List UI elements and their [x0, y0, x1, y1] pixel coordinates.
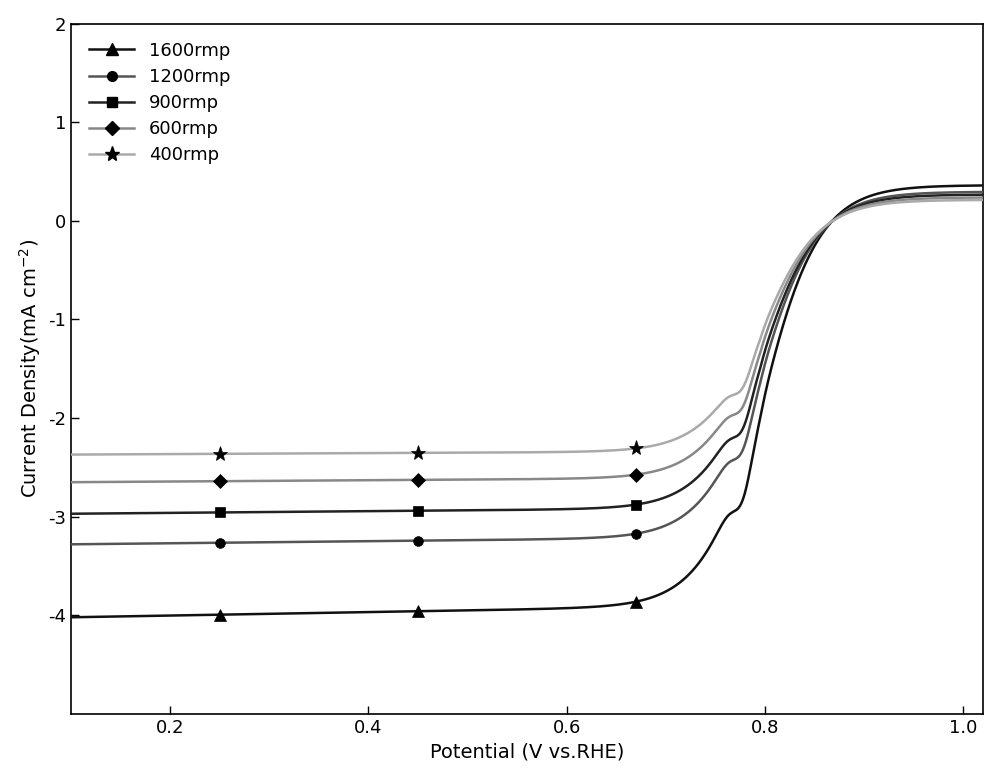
Y-axis label: Current Density(mA cm$^{-2}$): Current Density(mA cm$^{-2}$) — [17, 240, 43, 498]
X-axis label: Potential (V vs.RHE): Potential (V vs.RHE) — [430, 742, 624, 762]
Legend: 1600rmp, 1200rmp, 900rmp, 600rmp, 400rmp: 1600rmp, 1200rmp, 900rmp, 600rmp, 400rmp — [80, 33, 239, 173]
